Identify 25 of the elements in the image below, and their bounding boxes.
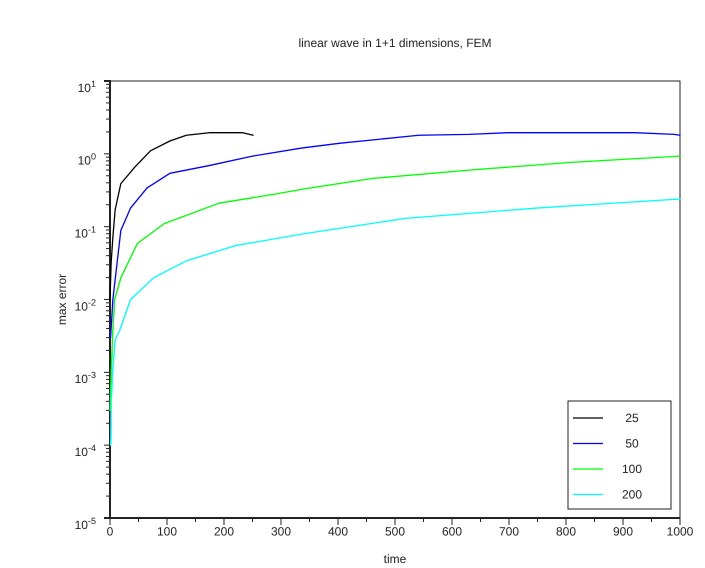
x-tick-label: 1000 [666, 524, 694, 538]
legend-label: 50 [625, 436, 639, 450]
x-tick-label: 500 [384, 524, 406, 538]
x-tick-label: 600 [442, 524, 462, 538]
x-tick-label: 200 [214, 524, 234, 538]
y-tick-label: 10$^{-2}$ [74, 297, 96, 314]
legend-label: 100 [622, 462, 642, 476]
x-axis-title: time [384, 552, 407, 566]
y-tick-label: 10$^{-1}$ [74, 224, 96, 240]
x-tick-label: 900 [612, 524, 634, 538]
x-tick-label: 700 [498, 524, 520, 538]
y-axis-title: max error [55, 274, 69, 326]
x-tick-label: 400 [328, 524, 348, 538]
x-tick-label: 100 [156, 524, 178, 538]
legend-label: 25 [625, 411, 639, 425]
x-tick-label: 0 [106, 524, 114, 538]
x-tick-label: 300 [270, 524, 292, 538]
y-tick-label: 10$^{-4}$ [74, 442, 96, 459]
x-tick-label: 800 [556, 524, 576, 538]
y-tick-label: 10$^{-5}$ [74, 516, 96, 532]
y-tick-label: 10$^{0}$ [78, 152, 96, 168]
chart-title: linear wave in 1+1 dimensions, FEM [298, 36, 492, 50]
legend-label: 200 [622, 488, 642, 502]
y-tick-label: 10$^{-3}$ [74, 370, 96, 386]
y-tick-label: 10$^{1}$ [78, 78, 96, 95]
